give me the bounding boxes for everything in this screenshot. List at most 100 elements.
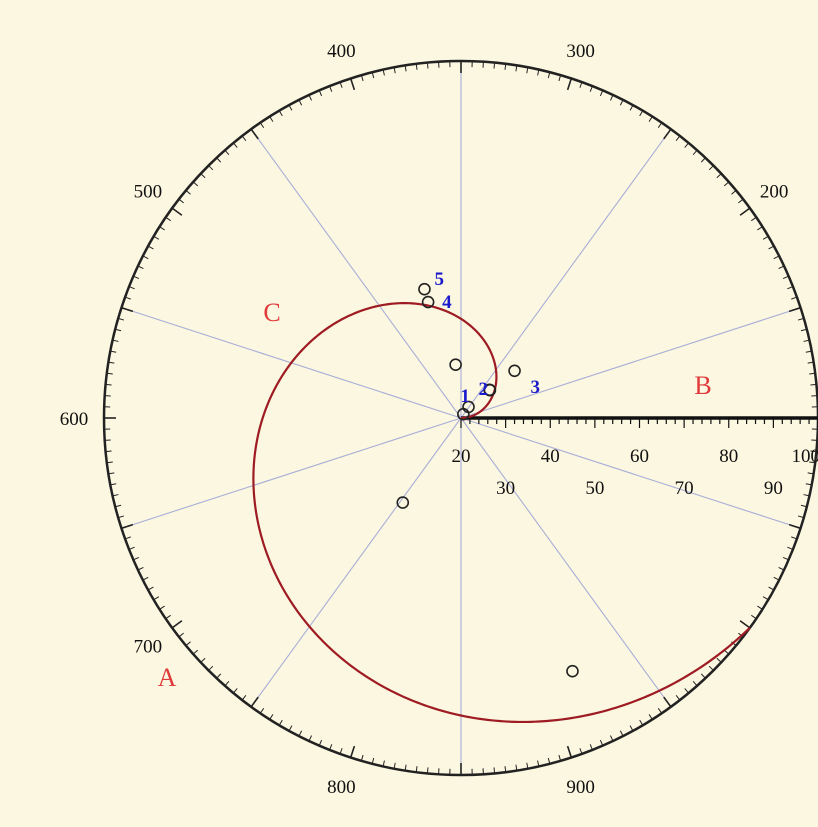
- outer-tick: [153, 596, 160, 601]
- outer-tick: [371, 72, 375, 79]
- outer-tick: [106, 372, 113, 375]
- outer-tick: [526, 67, 529, 74]
- region-label-b: B: [694, 371, 711, 400]
- spoke-line: [460, 417, 801, 529]
- outer-tick: [757, 226, 763, 231]
- outer-tick: [165, 216, 171, 222]
- data-point-marker: [449, 358, 462, 372]
- angle-tick-label: 700: [134, 636, 163, 657]
- outer-tick: [609, 735, 614, 742]
- outer-tick: [797, 515, 804, 519]
- outer-tick: [118, 317, 125, 321]
- outer-tick: [803, 339, 810, 342]
- outer-tick: [241, 135, 247, 141]
- outer-tick: [619, 99, 624, 106]
- region-label-a: A: [158, 663, 177, 692]
- outer-tick: [124, 536, 131, 540]
- outer-tick: [723, 181, 730, 187]
- outer-tick: [298, 730, 303, 737]
- spoke-line: [460, 128, 672, 419]
- outer-tick: [700, 673, 706, 679]
- outer-tick: [716, 657, 722, 663]
- outer-tick: [809, 372, 816, 375]
- outer-tick: [648, 116, 653, 122]
- outer-tick: [791, 296, 798, 300]
- outer-tick: [639, 719, 644, 726]
- outer-tick: [128, 286, 135, 290]
- angle-labels: 200 300 400 500 600 700 800 900: [60, 41, 789, 798]
- outer-tick: [118, 515, 125, 519]
- outer-tick: [278, 719, 283, 726]
- outer-tick: [147, 245, 154, 250]
- outer-tick: [137, 265, 144, 270]
- spoke-line: [250, 417, 462, 708]
- outer-tick: [629, 725, 634, 732]
- outer-tick: [629, 104, 634, 111]
- outer-tick: [121, 306, 134, 313]
- region-labels: A B C: [158, 298, 712, 692]
- outer-tick: [547, 72, 551, 79]
- outer-tick: [278, 110, 283, 117]
- outer-tick: [657, 708, 663, 714]
- outer-tick: [708, 665, 714, 671]
- outer-tick: [589, 85, 593, 92]
- outer-tick: [684, 142, 689, 148]
- spiral-curve: [252, 302, 751, 724]
- outer-tick: [110, 350, 117, 353]
- outer-tick: [782, 275, 789, 280]
- outer-tick: [493, 62, 496, 69]
- outer-tick: [537, 69, 540, 76]
- outer-tick: [298, 99, 303, 106]
- spoke-line: [460, 417, 672, 708]
- outer-tick: [800, 328, 807, 332]
- outer-tick: [115, 328, 122, 332]
- outer-tick: [147, 586, 154, 591]
- spoke-line: [121, 417, 462, 529]
- outer-tick: [757, 605, 763, 610]
- outer-tick: [648, 714, 653, 720]
- outer-tick: [805, 350, 812, 353]
- outer-tick: [751, 216, 757, 222]
- outer-tick: [526, 762, 529, 769]
- angle-tick-label: 400: [327, 41, 356, 62]
- outer-tick: [807, 472, 814, 475]
- outer-tick: [504, 766, 507, 773]
- outer-tick: [185, 190, 191, 195]
- outer-tick: [787, 546, 794, 550]
- outer-tick: [105, 450, 112, 453]
- outer-tick: [599, 90, 604, 97]
- outer-tick: [768, 586, 775, 591]
- outer-tick: [404, 65, 407, 72]
- outer-tick: [133, 275, 140, 280]
- outer-tick: [675, 135, 681, 141]
- radial-tick-label: 20: [452, 446, 471, 467]
- outer-tick: [751, 614, 757, 620]
- outer-tick: [579, 748, 583, 755]
- outer-tick: [339, 81, 343, 88]
- data-point-marker: [566, 664, 579, 678]
- outer-tick: [778, 265, 785, 270]
- outer-tick: [259, 122, 265, 128]
- data-point-label: 3: [531, 377, 541, 398]
- outer-tick: [675, 695, 681, 701]
- outer-tick: [773, 255, 780, 260]
- outer-tick: [805, 483, 812, 486]
- outer-tick: [415, 63, 418, 70]
- outer-tick: [731, 190, 737, 195]
- outer-tick: [106, 461, 113, 464]
- data-point-marker: [396, 496, 410, 509]
- outer-tick: [165, 614, 171, 620]
- outer-tick: [153, 235, 160, 240]
- outer-tick: [393, 762, 396, 769]
- radial-tick-label: 100: [792, 446, 818, 467]
- outer-tick: [318, 90, 323, 97]
- outer-tick: [504, 63, 507, 70]
- outer-tick: [208, 165, 214, 171]
- outer-tick: [224, 149, 230, 156]
- outer-tick: [579, 81, 583, 88]
- outer-tick: [803, 494, 810, 497]
- angle-tick-label: 200: [760, 182, 789, 203]
- spoke-line: [460, 307, 801, 419]
- outer-tick: [426, 767, 429, 774]
- radial-labels: 20 30 40 50 60 70 80 90 100: [452, 446, 818, 499]
